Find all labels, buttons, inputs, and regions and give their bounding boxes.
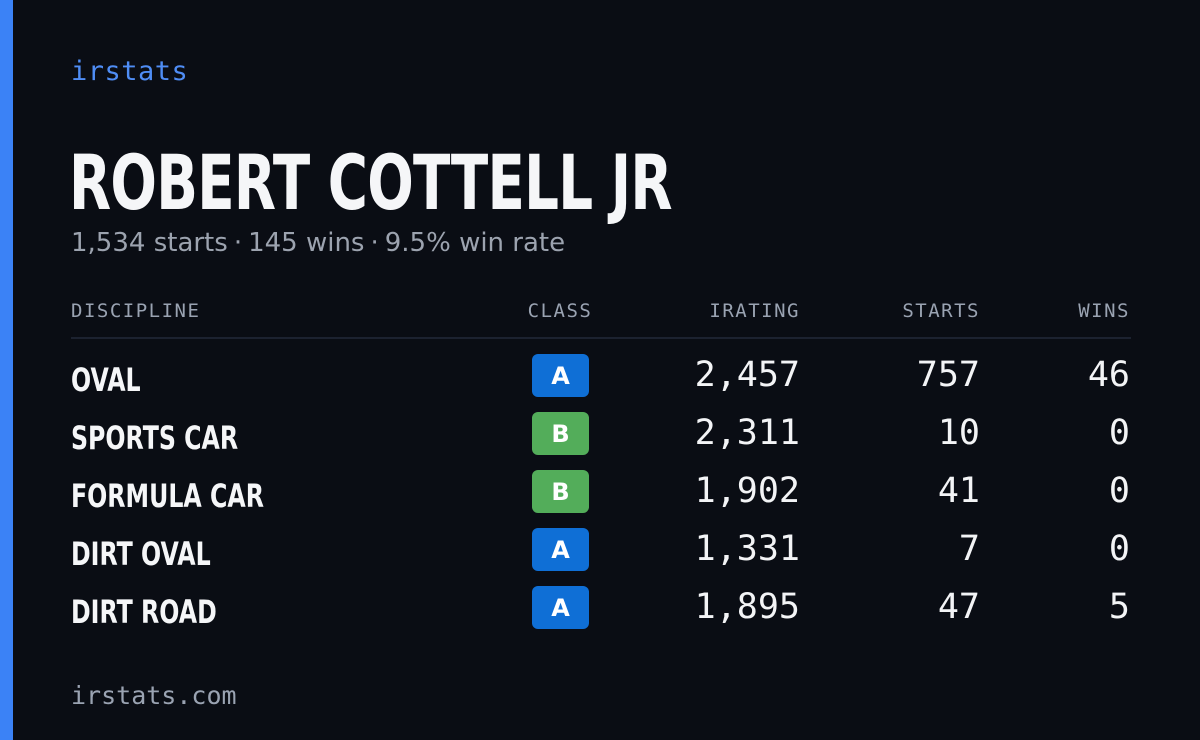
- table-row: DIRT ROAD A 1,895 47 5: [71, 581, 1131, 639]
- win-rate-summary: 9.5% win rate: [384, 228, 566, 258]
- discipline-name: FORMULA CAR: [71, 477, 264, 515]
- table-row: DIRT OVAL A 1,331 7 0: [71, 523, 1131, 581]
- footer-url: irstats.com: [71, 681, 237, 710]
- table-header: DISCIPLINE CLASS IRATING STARTS WINS: [71, 300, 1131, 339]
- class-badge: A: [532, 586, 589, 629]
- irating-value: 2,457: [694, 355, 800, 395]
- column-header-wins: WINS: [1078, 300, 1130, 322]
- table-row: OVAL A 2,457 757 46: [71, 349, 1131, 407]
- starts-value: 41: [937, 471, 980, 511]
- table-row: FORMULA CAR B 1,902 41 0: [71, 465, 1131, 523]
- discipline-name: SPORTS CAR: [71, 419, 239, 457]
- separator-dot: ·: [233, 228, 243, 258]
- wins-value: 0: [1108, 413, 1130, 453]
- brand-logo: irstats: [71, 56, 189, 87]
- table-row: SPORTS CAR B 2,311 10 0: [71, 407, 1131, 465]
- accent-bar: [0, 0, 13, 740]
- table-body: OVAL A 2,457 757 46 SPORTS CAR B 2,311 1…: [71, 349, 1131, 639]
- player-summary: 1,534 starts · 145 wins · 9.5% win rate: [71, 228, 565, 258]
- starts-value: 10: [937, 413, 980, 453]
- column-header-irating: IRATING: [709, 300, 800, 322]
- class-badge: A: [532, 354, 589, 397]
- starts-value: 757: [916, 355, 980, 395]
- class-badge: A: [532, 528, 589, 571]
- discipline-name: OVAL: [71, 361, 141, 399]
- wins-value: 5: [1108, 587, 1130, 627]
- wins-value: 0: [1108, 529, 1130, 569]
- class-badge: B: [532, 470, 589, 513]
- irating-value: 1,902: [694, 471, 800, 511]
- column-header-class-label: CLASS: [527, 300, 593, 322]
- starts-summary: 1,534 starts: [71, 228, 228, 258]
- irating-value: 1,331: [694, 529, 800, 569]
- irating-value: 1,895: [694, 587, 800, 627]
- starts-value: 47: [937, 587, 980, 627]
- wins-value: 0: [1108, 471, 1130, 511]
- discipline-name: DIRT ROAD: [71, 593, 217, 631]
- player-name: ROBERT COTTELL JR: [69, 138, 673, 227]
- discipline-name: DIRT OVAL: [71, 535, 211, 573]
- class-badge: B: [532, 412, 589, 455]
- stats-table: DISCIPLINE CLASS IRATING STARTS WINS OVA…: [71, 300, 1131, 631]
- irating-value: 2,311: [694, 413, 800, 453]
- wins-summary: 145 wins: [248, 228, 365, 258]
- starts-value: 7: [958, 529, 980, 569]
- separator-dot: ·: [370, 228, 379, 258]
- column-header-starts: STARTS: [902, 300, 980, 322]
- wins-value: 46: [1087, 355, 1130, 395]
- column-header-discipline: DISCIPLINE: [71, 300, 201, 322]
